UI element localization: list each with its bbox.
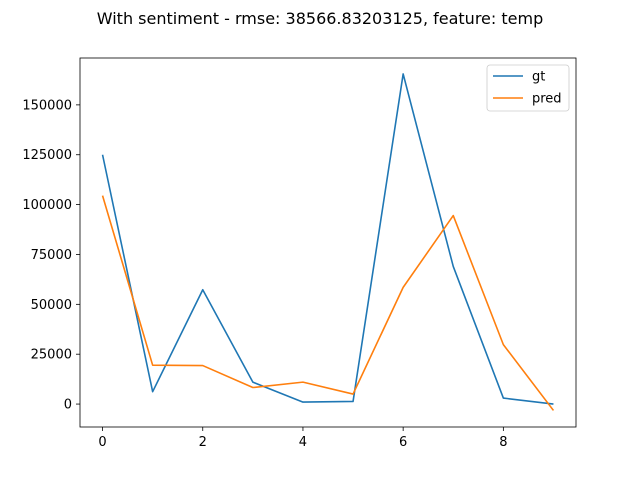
x-tick-label: 4 — [299, 435, 307, 450]
legend-label-gt: gt — [532, 70, 545, 85]
legend-label-pred: pred — [532, 92, 562, 107]
y-tick-label: 150000 — [22, 98, 72, 113]
y-tick-label: 25000 — [31, 348, 72, 363]
y-tick-label: 75000 — [31, 248, 72, 263]
y-axis: 0 25000 50000 75000 100000 125000 150000 — [22, 98, 80, 413]
x-axis: 0 2 4 6 8 — [98, 427, 507, 450]
x-tick-label: 2 — [199, 435, 207, 450]
y-tick-label: 125000 — [22, 148, 72, 163]
series-line-gt — [101, 73, 554, 405]
series-line-pred — [101, 195, 555, 411]
legend: gt pred — [486, 64, 570, 112]
plot-frame — [79, 57, 577, 428]
x-tick-label: 0 — [98, 435, 106, 450]
y-tick-label: 100000 — [22, 198, 72, 213]
y-tick-label: 0 — [64, 398, 72, 413]
y-tick-label: 50000 — [31, 298, 72, 313]
series-lines — [101, 73, 555, 411]
x-tick-label: 6 — [399, 435, 407, 450]
chart-title: With sentiment - rmse: 38566.83203125, f… — [97, 9, 543, 28]
x-tick-label: 8 — [499, 435, 507, 450]
